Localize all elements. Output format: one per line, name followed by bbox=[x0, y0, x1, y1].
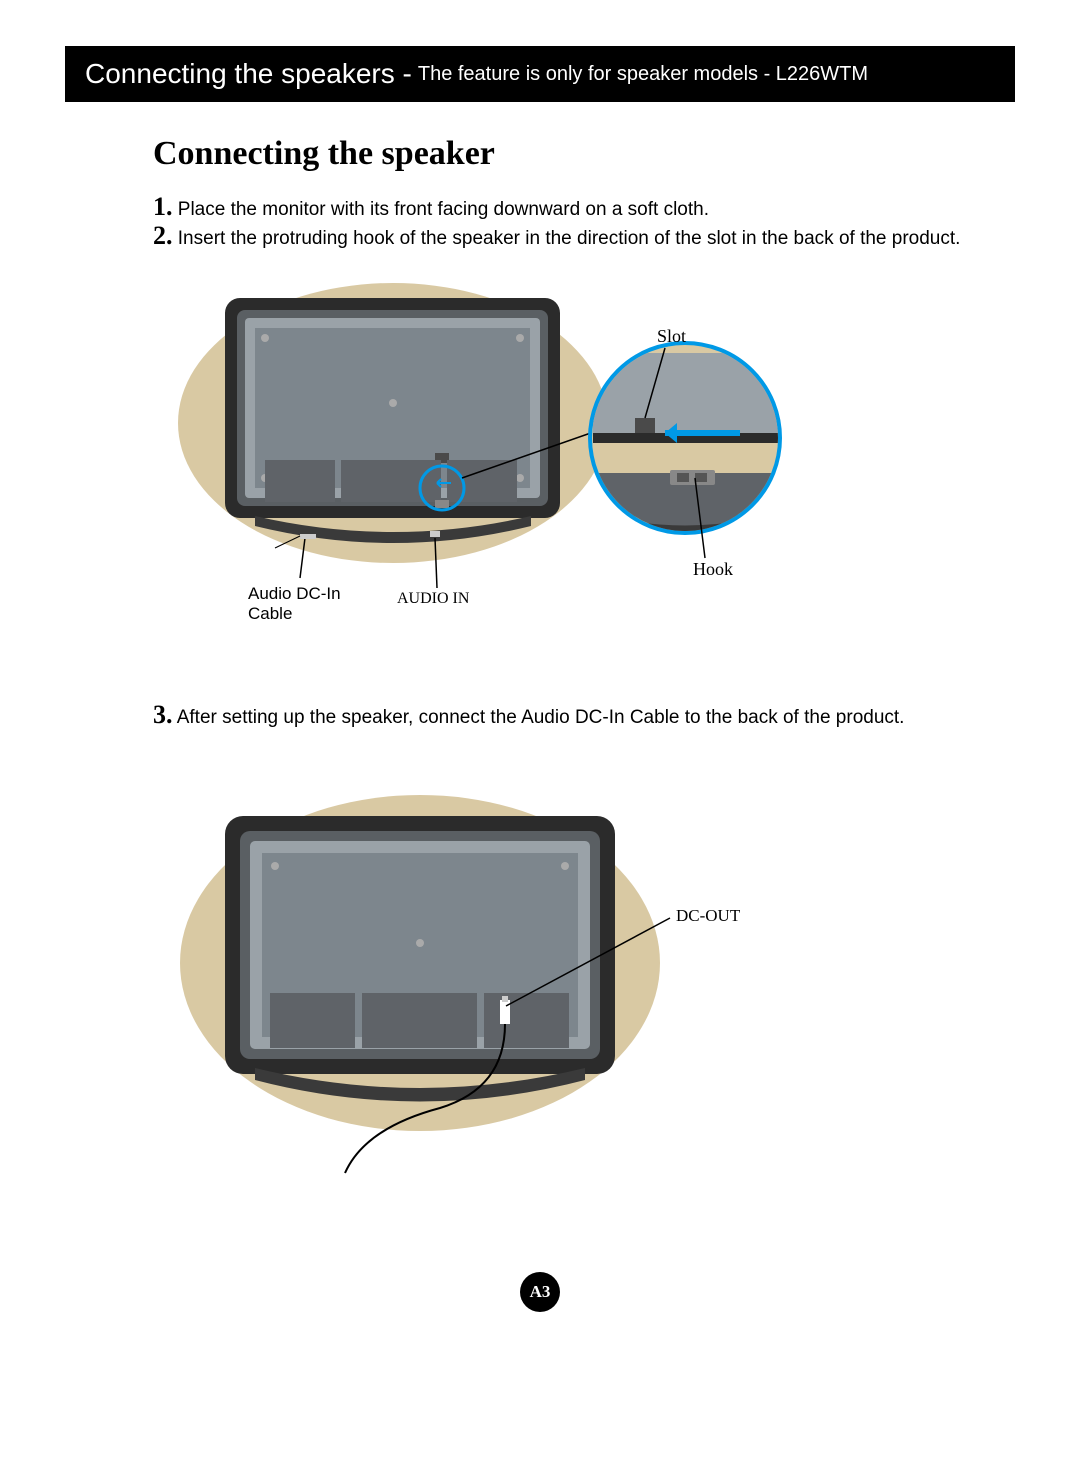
screw-icon bbox=[261, 334, 269, 342]
screw-icon bbox=[561, 862, 569, 870]
step-3-number: 3. bbox=[153, 700, 173, 729]
header-sub-text: The feature is only for speaker models -… bbox=[418, 63, 868, 86]
page-number-badge: A3 bbox=[520, 1272, 560, 1312]
label-audio-in: AUDIO IN bbox=[397, 590, 469, 608]
detail-hook bbox=[677, 473, 689, 482]
label-audio-dc-in: Audio DC-In bbox=[248, 584, 341, 604]
dc-plug-tip bbox=[502, 996, 508, 1002]
page-number: A3 bbox=[530, 1282, 551, 1302]
screw-icon bbox=[416, 939, 424, 947]
step-3-text: After setting up the speaker, connect th… bbox=[173, 707, 905, 728]
speaker-seg bbox=[341, 460, 441, 502]
screw-icon bbox=[271, 862, 279, 870]
header-main-text: Connecting the speakers - bbox=[85, 58, 412, 90]
step-1-number: 1. bbox=[153, 192, 173, 221]
step-2-text: Insert the protruding hook of the speake… bbox=[173, 228, 961, 249]
step-2: 2. Insert the protruding hook of the spe… bbox=[153, 218, 983, 253]
diagram-1: Slot Hook Audio DC-In Cable AUDIO IN bbox=[175, 278, 815, 648]
diagram-2-svg bbox=[170, 778, 810, 1198]
step-1-text: Place the monitor with its front facing … bbox=[173, 199, 710, 220]
label-hook: Hook bbox=[693, 559, 733, 580]
speaker-seg-2 bbox=[362, 993, 477, 1048]
screw-icon bbox=[516, 334, 524, 342]
detail-hook-panel bbox=[670, 470, 715, 485]
screw-icon bbox=[516, 474, 524, 482]
header-bar: Connecting the speakers - The feature is… bbox=[65, 46, 1015, 102]
speaker-seg bbox=[265, 460, 335, 502]
speaker-seg-2 bbox=[270, 993, 355, 1048]
screw-icon bbox=[389, 399, 397, 407]
label-dc-out: DC-OUT bbox=[676, 906, 740, 926]
speaker-seg-2 bbox=[484, 993, 569, 1048]
label-cable: Cable bbox=[248, 604, 292, 624]
detail-hook bbox=[695, 473, 707, 482]
section-title: Connecting the speaker bbox=[153, 135, 495, 173]
step-3: 3. After setting up the speaker, connect… bbox=[153, 697, 983, 732]
diagram-2: DC-OUT bbox=[170, 778, 810, 1198]
detail-slot bbox=[635, 418, 655, 433]
connector-icon bbox=[430, 531, 440, 537]
dc-plug-icon bbox=[500, 1000, 510, 1024]
speaker-seg bbox=[447, 460, 517, 502]
plug-icon bbox=[300, 534, 316, 539]
hook-shape bbox=[435, 500, 449, 508]
label-slot: Slot bbox=[657, 326, 686, 347]
step-2-number: 2. bbox=[153, 221, 173, 250]
